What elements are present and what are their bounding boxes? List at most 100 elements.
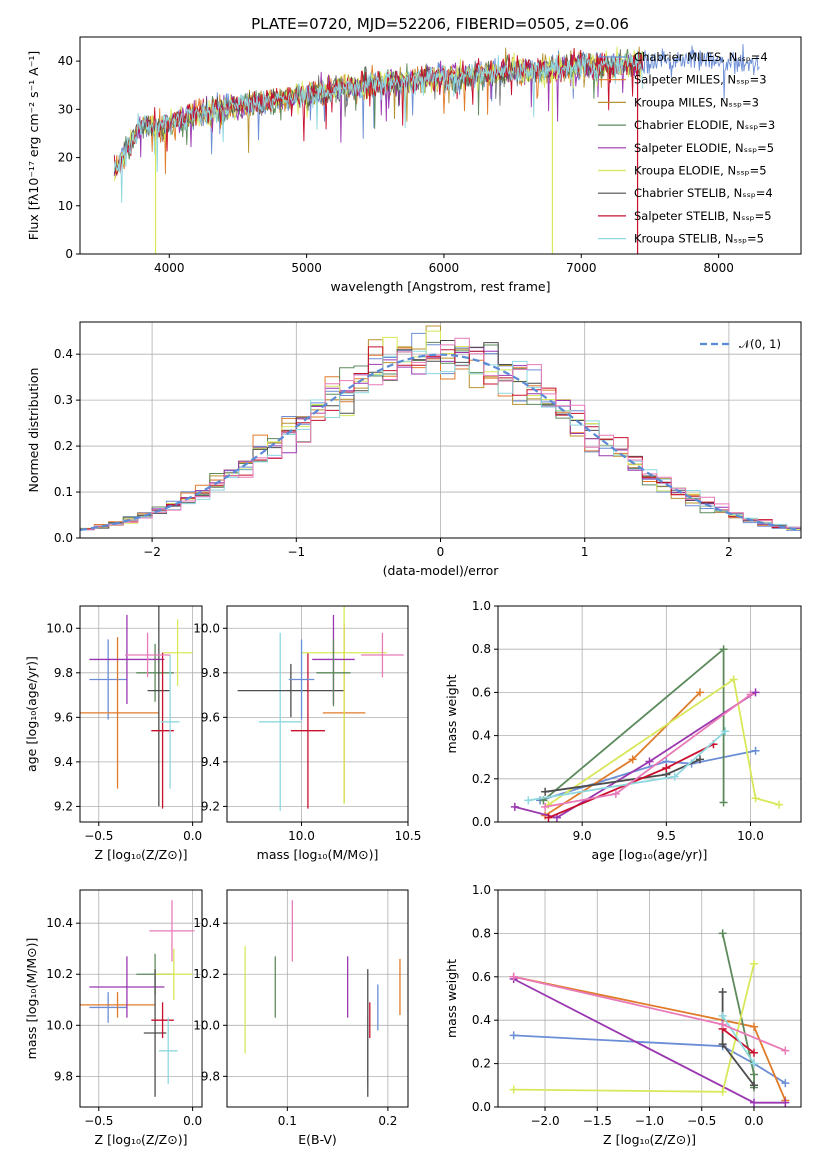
legend-entry: Kroupa STELIB, Nₛₛₚ=5 xyxy=(634,232,764,246)
chart-mass-vs-Z: −0.5 0.0 9.8 10.0 10.2 10.4 Z [log₁₀(Z/Z⊙)] mas… xyxy=(24,889,203,1147)
y-axis-label: mass [log₁₀(M/M⊙)] xyxy=(24,938,39,1060)
legend-entry: 𝒩(0, 1) xyxy=(739,337,781,351)
series-marker xyxy=(541,802,550,811)
series-marker xyxy=(510,802,519,811)
series-marker xyxy=(721,727,730,736)
y-tick-label: 0.0 xyxy=(472,815,491,829)
series-marker xyxy=(645,757,654,766)
x-tick-label: 4000 xyxy=(154,261,185,275)
y-tick-label: 9.8 xyxy=(54,666,73,680)
massweight-series xyxy=(544,675,784,809)
x-tick-label: −0.5 xyxy=(84,829,113,843)
axes-frame xyxy=(226,889,409,1108)
errorbar-point xyxy=(80,637,159,789)
x-tick-label: 0.2 xyxy=(378,1114,397,1128)
x-tick-label: −1 xyxy=(287,545,305,559)
errorbar-point xyxy=(89,956,165,1018)
series-marker xyxy=(749,1081,758,1090)
y-tick-label: 10.0 xyxy=(193,1018,220,1032)
histogram-series xyxy=(80,337,801,531)
errorbar-point xyxy=(290,652,325,809)
y-tick-label: 0.8 xyxy=(472,642,491,656)
errorbar-point xyxy=(147,606,171,807)
chart-massweight-vs-Z: −2.0 −1.5 −1.0 −0.5 0.0 0.0 0.2 0.4 0.6 0.8 1.0 Z [… xyxy=(444,883,802,1147)
y-tick-label: 0.1 xyxy=(54,485,73,499)
axes-frame xyxy=(79,605,203,823)
massweight-series xyxy=(509,972,790,1055)
spectrum-series-line xyxy=(113,50,643,203)
y-tick-label: 0.4 xyxy=(54,347,73,361)
errorbar-point xyxy=(149,900,195,962)
x-tick-label: 5000 xyxy=(291,261,322,275)
errorbar-point xyxy=(361,632,404,678)
errorbar-point xyxy=(288,639,315,720)
series-marker xyxy=(751,688,760,697)
x-axis-label: (data-model)/error xyxy=(383,563,500,578)
errorbar-point xyxy=(301,606,387,805)
x-axis-label: Z [log₁₀(Z/Z⊙)] xyxy=(95,847,188,862)
y-tick-label: 0 xyxy=(65,247,73,261)
y-tick-label: 9.2 xyxy=(201,799,220,813)
chart-mass-vs-ebv: 0.1 0.2 9.8 10.0 10.2 10.4 E(B-V) xyxy=(193,889,409,1147)
y-tick-label: 9.6 xyxy=(201,710,220,724)
y-tick-label: 9.2 xyxy=(54,799,73,813)
series-marker xyxy=(749,1022,758,1031)
y-tick-label: 0.6 xyxy=(472,685,491,699)
plot-layer: 4000 5000 6000 7000 8000010203040wavelength … xyxy=(24,36,802,1147)
axes-frame xyxy=(497,889,802,1108)
series-marker xyxy=(749,1059,758,1068)
plot-area-age-vs-mass xyxy=(237,606,404,811)
massweight-series xyxy=(541,690,755,811)
x-tick-label: 8000 xyxy=(703,261,734,275)
massweight-series xyxy=(510,688,760,822)
y-tick-label: 0.4 xyxy=(472,729,491,743)
x-tick-label: 0.0 xyxy=(183,1114,202,1128)
x-tick-label: 10.0 xyxy=(288,829,315,843)
figure-title: PLATE=0720, MJD=52206, FIBERID=0505, z=0… xyxy=(251,15,629,33)
errorbar-point xyxy=(125,632,171,678)
x-tick-label: −1.5 xyxy=(583,1114,612,1128)
chart-age-vs-Z: −0.5 0.0 9.2 9.4 9.6 9.8 10.0 Z [log₁₀(Z/Z⊙)] ag… xyxy=(24,605,203,862)
x-axis-label: wavelength [Angstrom, rest frame] xyxy=(330,279,550,294)
plot-area-age-vs-Z xyxy=(80,606,193,809)
y-tick-label: 0.2 xyxy=(472,772,491,786)
y-tick-label: 0.0 xyxy=(54,531,73,545)
series-marker xyxy=(541,787,550,796)
series-marker xyxy=(718,929,727,938)
y-tick-label: 10.2 xyxy=(46,967,73,981)
y-tick-label: 9.4 xyxy=(201,755,220,769)
legend-entry: Kroupa MILES, Nₛₛₚ=3 xyxy=(634,95,759,109)
errorbar-point xyxy=(162,619,193,687)
y-axis-label: Normed distribution xyxy=(26,368,41,493)
massweight-series xyxy=(718,1011,758,1068)
y-tick-label: 10.0 xyxy=(46,1018,73,1032)
x-axis-label: mass [log₁₀(M/M⊙)] xyxy=(257,847,379,862)
gaussian-curve xyxy=(80,353,799,531)
x-tick-label: −2.0 xyxy=(530,1114,559,1128)
series-marker xyxy=(696,688,704,697)
axes-frame xyxy=(79,889,203,1108)
y-tick-label: 0.2 xyxy=(54,439,73,453)
errorbar-point xyxy=(89,639,127,720)
series-marker xyxy=(718,1087,727,1096)
plot-area-residuals xyxy=(80,325,801,531)
errorbar-point xyxy=(237,663,345,718)
x-tick-label: −0.5 xyxy=(687,1114,716,1128)
y-axis-label: mass weight xyxy=(444,959,459,1038)
errorbar-point xyxy=(158,1017,178,1085)
x-tick-label: −0.5 xyxy=(84,1114,113,1128)
y-tick-label: 0.6 xyxy=(472,970,491,984)
series-marker xyxy=(696,755,704,764)
series-marker xyxy=(749,1070,758,1079)
y-tick-label: 0.2 xyxy=(472,1057,491,1071)
y-axis-label: age [log₁₀(age/yr)] xyxy=(24,656,39,772)
y-tick-label: 9.8 xyxy=(201,666,220,680)
y-tick-label: 0.0 xyxy=(472,1100,491,1114)
y-tick-label: 9.8 xyxy=(201,1069,220,1083)
series-marker xyxy=(781,1079,790,1088)
x-tick-label: 2 xyxy=(725,545,733,559)
x-tick-label: 0.0 xyxy=(183,829,202,843)
errorbar-point xyxy=(136,643,174,702)
y-axis-label: Flux [fλ10⁻¹⁷ erg cm⁻² s⁻¹ A⁻¹] xyxy=(26,51,41,240)
y-tick-label: 10.0 xyxy=(46,621,73,635)
